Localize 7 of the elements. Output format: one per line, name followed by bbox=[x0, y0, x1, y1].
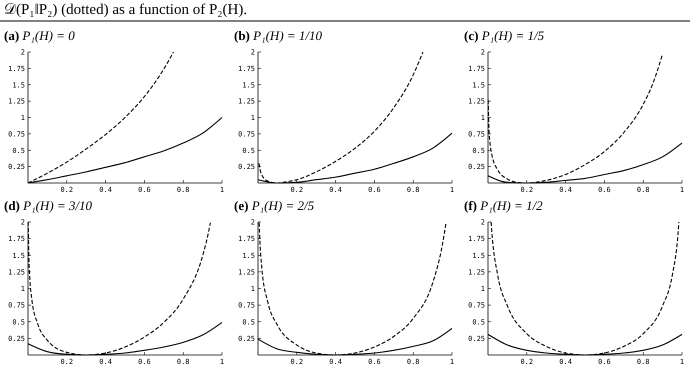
chart-title: (d) P₁(H) = 3/10 bbox=[4, 198, 93, 213]
chart-title: (b) P₁(H) = 1/10 bbox=[234, 28, 323, 43]
chart-title: (c) P₁(H) = 1/5 bbox=[464, 28, 545, 43]
text: 𝒟(P₁‖P₂) (dotted) as a function of P₂(H). bbox=[4, 2, 248, 18]
chart-title: (f) P₁(H) = 1/2 bbox=[464, 198, 544, 213]
chart-title: (a) P₁(H) = 0 bbox=[4, 28, 76, 43]
chart-title: (e) P₁(H) = 2/5 bbox=[234, 198, 315, 213]
